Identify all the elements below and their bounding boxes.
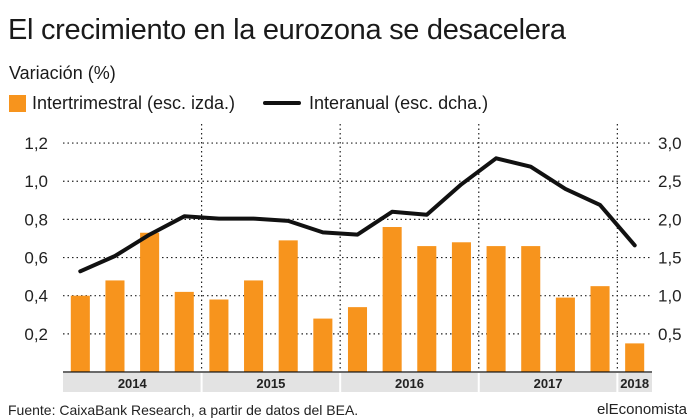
y-left-tick-label: 0,8 xyxy=(24,210,48,229)
bar-2018-T1 xyxy=(625,343,645,372)
brand-logo-text: elEconomista xyxy=(596,401,687,418)
x-year-label: 2014 xyxy=(118,376,148,391)
bar-2014-T4 xyxy=(174,291,194,372)
bar-2016-T1 xyxy=(347,307,368,372)
y-right-tick-label: 3,0 xyxy=(658,134,682,153)
x-year-label: 2018 xyxy=(620,376,649,391)
chart-title: El crecimiento en la eurozona se desacel… xyxy=(8,14,566,46)
x-year-label: 2017 xyxy=(534,376,563,391)
bar-2015-T4 xyxy=(313,318,333,372)
y-left-tick-label: 0,4 xyxy=(24,287,48,306)
bar-2014-T2 xyxy=(105,280,125,372)
legend-item-bars: Intertrimestral (esc. izda.) xyxy=(9,93,235,114)
y-right-tick-label: 1,5 xyxy=(658,249,682,268)
y-right-tick-label: 0,5 xyxy=(658,325,682,344)
bar-2014-T1 xyxy=(70,295,90,372)
bar-2014-T3 xyxy=(140,232,160,372)
chart-subtitle: Variación (%) xyxy=(9,63,116,83)
year-band xyxy=(63,373,652,392)
legend-item-line: Interanual (esc. dcha.) xyxy=(235,93,488,114)
bar-2016-T2 xyxy=(382,227,402,372)
y-right-tick-label: 2,5 xyxy=(658,172,682,191)
line-interanual xyxy=(78,156,637,274)
bar-2017-T2 xyxy=(521,246,541,372)
x-year-label: 2015 xyxy=(256,376,285,391)
y-right-tick-label: 1,0 xyxy=(658,287,682,306)
bar-2015-T3 xyxy=(278,240,298,372)
legend-swatch-bars xyxy=(9,94,26,112)
legend: Intertrimestral (esc. izda.) Interanual … xyxy=(9,91,488,115)
bar-2016-T3 xyxy=(417,246,437,372)
legend-label-bars: Intertrimestral (esc. izda.) xyxy=(32,92,236,113)
y-left-tick-label: 0,2 xyxy=(24,325,48,344)
bar-2016-T4 xyxy=(451,242,471,372)
bar-2017-T3 xyxy=(555,297,575,372)
x-year-label: 2016 xyxy=(395,376,424,391)
bar-2017-T1 xyxy=(486,246,506,372)
bar-2017-T4 xyxy=(590,286,610,372)
y-right-tick-label: 2,0 xyxy=(658,210,682,229)
bar-2015-T1 xyxy=(209,299,229,372)
legend-label-line: Interanual (esc. dcha.) xyxy=(309,92,489,113)
bar-2015-T2 xyxy=(244,280,264,372)
y-left-tick-label: 1,2 xyxy=(24,134,48,153)
y-left-tick-label: 0,6 xyxy=(24,249,48,268)
y-left-tick-label: 1,0 xyxy=(24,172,48,191)
legend-swatch-line xyxy=(263,101,302,105)
source-note: Fuente: CaixaBank Research, a partir de … xyxy=(8,402,359,418)
